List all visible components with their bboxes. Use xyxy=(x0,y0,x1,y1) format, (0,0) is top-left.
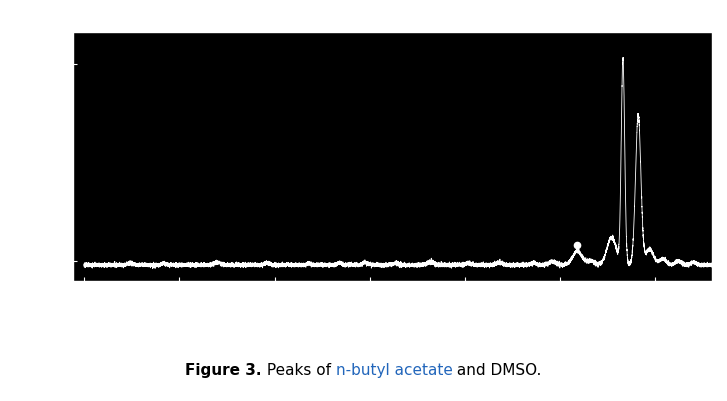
Text: and DMSO.: and DMSO. xyxy=(452,363,542,379)
Text: Peaks of: Peaks of xyxy=(262,363,336,379)
Text: Figure 3.: Figure 3. xyxy=(185,363,262,379)
Text: n-butyl acetate: n-butyl acetate xyxy=(336,363,452,379)
